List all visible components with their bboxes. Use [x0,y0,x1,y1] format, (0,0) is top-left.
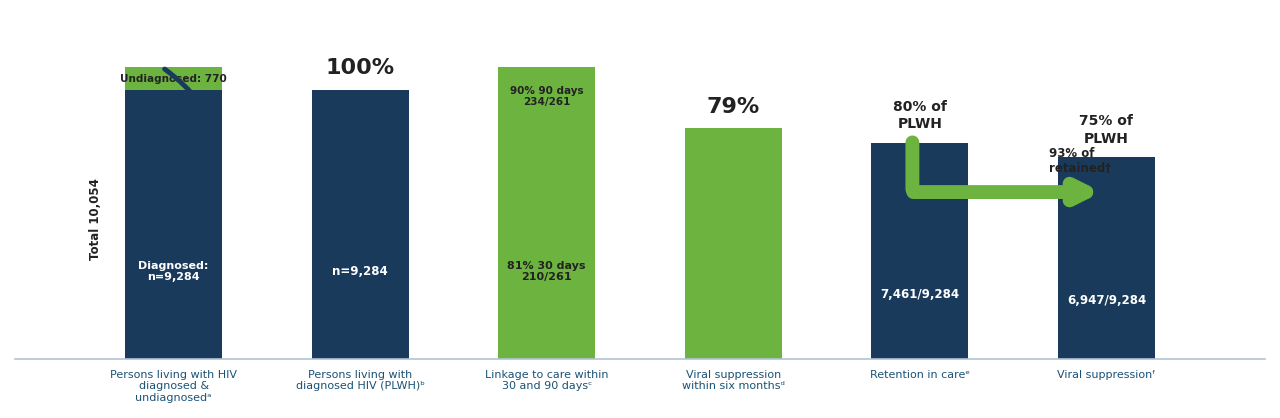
Text: 6,947/9,284: 6,947/9,284 [1066,294,1146,307]
Bar [872,143,969,359]
Bar [1057,158,1155,359]
Text: Undiagnosed: 770: Undiagnosed: 770 [120,74,227,84]
Text: n=9,284: n=9,284 [333,265,388,278]
Bar [125,90,223,359]
Text: 90% 90 days
234/261: 90% 90 days 234/261 [509,86,584,107]
Text: 79%: 79% [707,97,760,117]
Bar [685,128,782,359]
Text: 93% of
retained†: 93% of retained† [1048,147,1111,175]
Text: 80% of
PLWH: 80% of PLWH [893,99,947,131]
Text: 75% of
PLWH: 75% of PLWH [1079,115,1133,146]
Text: 100%: 100% [325,58,394,78]
Text: Total 10,054: Total 10,054 [88,178,101,260]
Text: 81% 30 days
210/261: 81% 30 days 210/261 [507,260,586,282]
Bar [125,67,223,90]
Bar [311,90,408,359]
Bar [498,67,595,359]
Text: Diagnosed:
n=9,284: Diagnosed: n=9,284 [138,260,209,282]
Text: 7,461/9,284: 7,461/9,284 [881,288,960,301]
